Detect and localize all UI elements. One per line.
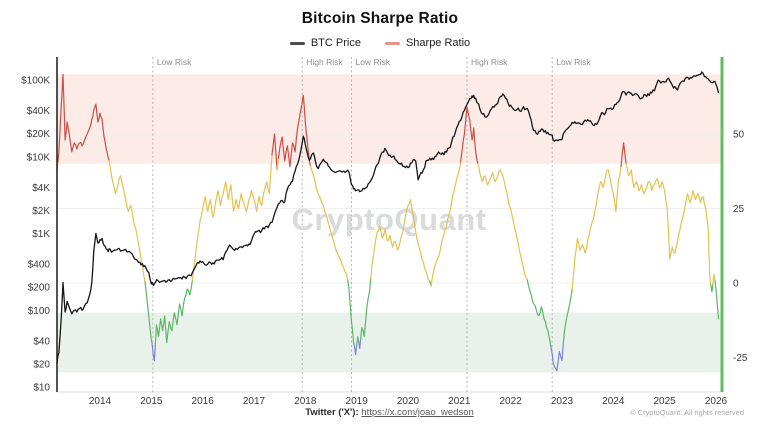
x-axis-tick: 2025	[654, 396, 677, 407]
left-axis-tick: $4K	[32, 183, 50, 194]
x-axis-tick: 2021	[448, 396, 471, 407]
twitter-prefix: Twitter ('X'):	[305, 407, 359, 418]
legend-item-btc-price[interactable]: BTC Price	[289, 37, 361, 49]
risk-marker-label: High Risk	[471, 57, 508, 67]
x-axis-tick: 2014	[89, 396, 112, 407]
right-axis-tick: 25	[733, 204, 745, 215]
btc-price-line	[56, 71, 720, 364]
risk-marker-label: Low Risk	[157, 57, 192, 67]
x-axis-tick: 2019	[346, 396, 369, 407]
legend-item-sharpe-ratio[interactable]: Sharpe Ratio	[384, 37, 471, 49]
right-axis-tick: -25	[733, 353, 748, 364]
legend-label: Sharpe Ratio	[405, 37, 471, 49]
risk-marker-label: Low Risk	[556, 57, 591, 67]
risk-marker-label: High Risk	[306, 57, 343, 67]
x-axis-tick: 2015	[140, 396, 163, 407]
left-axis-tick: $20	[33, 359, 50, 370]
x-axis-tick: 2026	[705, 396, 728, 407]
right-axis-tick: 50	[733, 130, 745, 141]
left-axis-tick: $100K	[21, 76, 50, 87]
left-axis-tick: $10K	[27, 152, 51, 163]
chart-legend: BTC Price Sharpe Ratio	[0, 37, 760, 49]
page-title: Bitcoin Sharpe Ratio	[301, 10, 459, 27]
left-axis-tick: $40	[33, 336, 50, 347]
legend-label: BTC Price	[310, 37, 361, 49]
sharpe-ratio-line	[56, 73, 720, 372]
left-axis-tick: $200	[28, 283, 51, 294]
left-axis-tick: $20K	[27, 129, 51, 140]
footer-twitter: Twitter ('X'): https://x.com/joao_wedson	[57, 407, 722, 418]
left-axis-tick: $1K	[32, 229, 50, 240]
left-axis-tick: $400	[28, 260, 51, 271]
low-risk-zone	[57, 312, 722, 373]
twitter-link[interactable]: https://x.com/joao_wedson	[361, 407, 474, 418]
x-axis-tick: 2023	[551, 396, 574, 407]
x-axis-tick: 2020	[397, 396, 420, 407]
btc-price-swatch	[289, 41, 305, 45]
risk-marker-label: Low Risk	[356, 57, 391, 67]
cryptoquant-watermark: CryptoQuant	[292, 202, 487, 237]
copyright-notice: © CryptoQuant. All rights reserved	[630, 408, 744, 417]
sharpe-ratio-swatch	[384, 41, 400, 45]
x-axis-tick: 2016	[192, 396, 215, 407]
left-axis-tick: $100	[28, 306, 51, 317]
left-axis-tick: $10	[33, 383, 50, 394]
right-axis-tick: 0	[733, 279, 739, 290]
x-axis-tick: 2024	[602, 396, 625, 407]
x-axis-tick: 2017	[243, 396, 266, 407]
left-axis-tick: $2K	[32, 206, 50, 217]
left-axis-tick: $40K	[27, 106, 51, 117]
x-axis-tick: 2022	[500, 396, 523, 407]
x-axis-tick: 2018	[294, 396, 317, 407]
high-risk-zone	[57, 74, 722, 164]
